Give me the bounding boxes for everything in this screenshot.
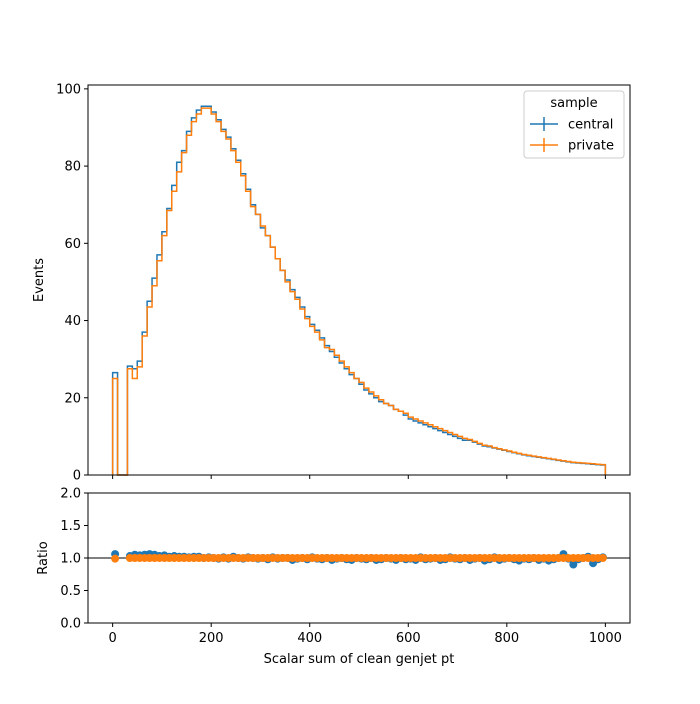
legend-label-private: private (568, 139, 614, 154)
main-y-tick-label: 60 (64, 237, 81, 252)
legend-entry-private: private (530, 138, 614, 154)
main-y-tick-label: 20 (64, 391, 81, 406)
ratio-point-private (598, 554, 607, 562)
legend-title: sample (550, 96, 597, 111)
ratio-x-ticks: 0 200 400 600 800 1000 (108, 623, 622, 646)
main-histograms (111, 105, 607, 476)
ratio-y-tick-label: 0.0 (60, 617, 81, 632)
legend-label-central: central (568, 118, 613, 133)
ratio-y-ticks: 0.0 0.5 1.0 1.5 2.0 (60, 487, 88, 632)
histogram-private (111, 107, 607, 476)
x-tick-label: 600 (396, 631, 421, 646)
ratio-panel: 0.00.51.01.52.0 0 200 400 600 800 1000 Ratio … (36, 487, 631, 667)
ratio-point-central (569, 560, 578, 569)
main-axes-frame (87, 84, 631, 476)
ratio-series-private (111, 554, 607, 563)
x-axis-label: Scalar sum of clean genjet pt (264, 652, 455, 667)
x-tick-label: 200 (199, 631, 224, 646)
legend: sample central private (523, 90, 625, 159)
ratio-y-tick-label: 2.0 (60, 487, 81, 502)
legend-entries: central private (530, 117, 614, 154)
main-y-axis-label: Events (32, 258, 47, 302)
ratio-point-private (111, 554, 120, 563)
x-tick-label: 0 (108, 631, 116, 646)
ratio-y-axis-label: Ratio (36, 541, 51, 574)
main-y-tick-label: 0 (73, 469, 81, 484)
legend-box (523, 90, 625, 159)
main-y-ticks: 0 20 40 60 80 100 (56, 82, 88, 484)
ratio-y-tick-label: 0.5 (60, 584, 81, 599)
x-tick-label: 1000 (589, 631, 622, 646)
x-tick-label: 400 (297, 631, 322, 646)
ratio-points (111, 550, 607, 569)
legend-entry-central: central (530, 117, 613, 133)
main-y-tick-label: 100 (56, 82, 81, 97)
ratio-y-tick-label: 1.0 (60, 552, 81, 567)
main-y-tick-label: 40 (64, 314, 81, 329)
main-panel: 0 20 40 60 80 100 Events sample central privat… (32, 82, 631, 484)
ratio-y-tick-label: 1.5 (60, 519, 81, 534)
main-x-ticks (112, 475, 606, 479)
main-y-tick-label: 80 (64, 160, 81, 175)
x-tick-label: 800 (494, 631, 519, 646)
